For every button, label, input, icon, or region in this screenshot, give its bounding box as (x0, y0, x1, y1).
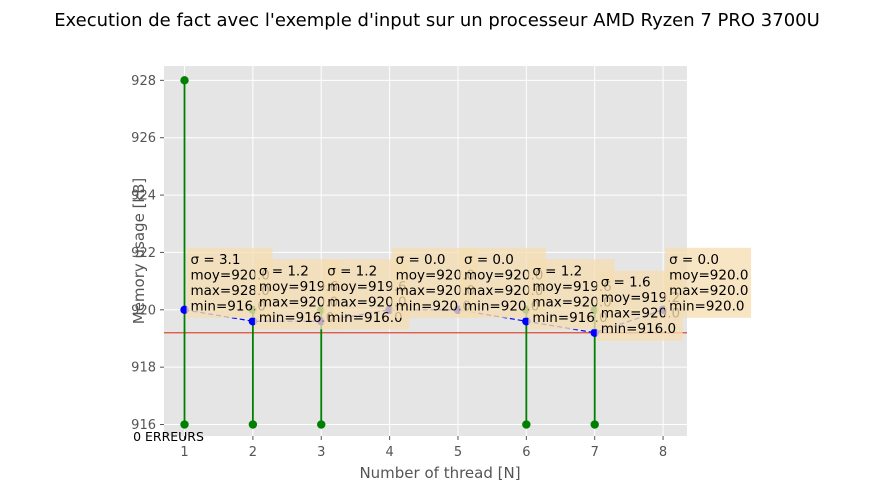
x-tick-label: 5 (454, 445, 462, 460)
y-tick-label: 926 (131, 131, 156, 146)
y-tick-label: 916 (131, 418, 156, 433)
x-axis-ticks: 1 2 3 4 5 6 7 8 (180, 436, 667, 460)
x-tick-label: 2 (249, 445, 257, 460)
annotation-line: σ = 1.2 (532, 263, 582, 279)
annotation-line: σ = 0.0 (669, 252, 719, 268)
annotation-line: σ = 1.2 (259, 263, 309, 279)
min-marker (180, 420, 189, 429)
max-marker (180, 76, 189, 85)
annotation-line: σ = 1.2 (327, 263, 377, 279)
annotation-box (665, 247, 752, 318)
annotation-line: moy=920.0 (396, 267, 475, 283)
annotation-line: σ = 1.6 (601, 275, 651, 291)
x-axis-label: Number of thread [N] (359, 464, 520, 482)
y-tick-label: 924 (131, 189, 156, 204)
annotation-line: moy=920.0 (464, 267, 543, 283)
annotation-line: moy=919.6 (259, 279, 338, 295)
annotation-line: σ = 0.0 (464, 252, 514, 268)
annotation-line: moy=920.0 (669, 267, 748, 283)
annotation-line: max=928.0 (191, 283, 270, 299)
y-tick-label: 928 (131, 74, 156, 89)
min-marker (317, 420, 326, 429)
min-marker (248, 420, 258, 429)
x-tick-label: 6 (522, 445, 530, 460)
min-marker (590, 420, 599, 429)
annotation-line: min=916.0 (259, 310, 334, 326)
annotation-line: σ = 0.0 (396, 252, 446, 268)
annotation-line: moy=919.6 (327, 279, 406, 295)
annotation-line: max=920.0 (669, 283, 748, 299)
annotation-line: max=920.0 (532, 294, 611, 310)
annotation-line: moy=919.6 (532, 279, 611, 295)
annotation-line: min=916.0 (327, 310, 402, 326)
annotation-line: max=920.0 (327, 294, 406, 310)
annotation-line: max=920.0 (464, 283, 543, 299)
y-tick-label: 918 (131, 361, 156, 376)
y-axis-ticks: 916 918 920 922 924 926 928 (131, 74, 164, 433)
min-marker (522, 420, 531, 429)
y-tick-label: 922 (131, 246, 156, 261)
x-tick-label: 1 (180, 445, 188, 460)
errors-label: 0 ERREURS (133, 429, 204, 444)
y-tick-label: 920 (131, 303, 156, 318)
annotation-line: max=920.0 (259, 294, 338, 310)
x-tick-label: 3 (317, 445, 325, 460)
annotation-line: min=920.0 (464, 298, 539, 314)
x-tick-label: 7 (591, 445, 599, 460)
annotation-line: min=916.0 (601, 321, 676, 337)
x-tick-label: 4 (385, 445, 393, 460)
y-axis-label: Memory usage [kB] (130, 178, 148, 324)
annotation-line: min=916.0 (191, 298, 266, 314)
x-tick-label: 8 (659, 445, 667, 460)
annotation-line: max=920.0 (601, 306, 680, 322)
annotation-line: moy=919.2 (601, 290, 680, 306)
annotation-line: moy=920.0 (191, 267, 270, 283)
annotation-line: σ = 3.1 (191, 252, 241, 268)
chart-title: Execution de fact avec l'exemple d'input… (54, 10, 820, 31)
annotation-line: min=920.0 (396, 298, 471, 314)
annotation-line: min=916.0 (532, 310, 607, 326)
annotation-line: max=920.0 (396, 283, 475, 299)
annotation-line: min=920.0 (669, 298, 744, 314)
